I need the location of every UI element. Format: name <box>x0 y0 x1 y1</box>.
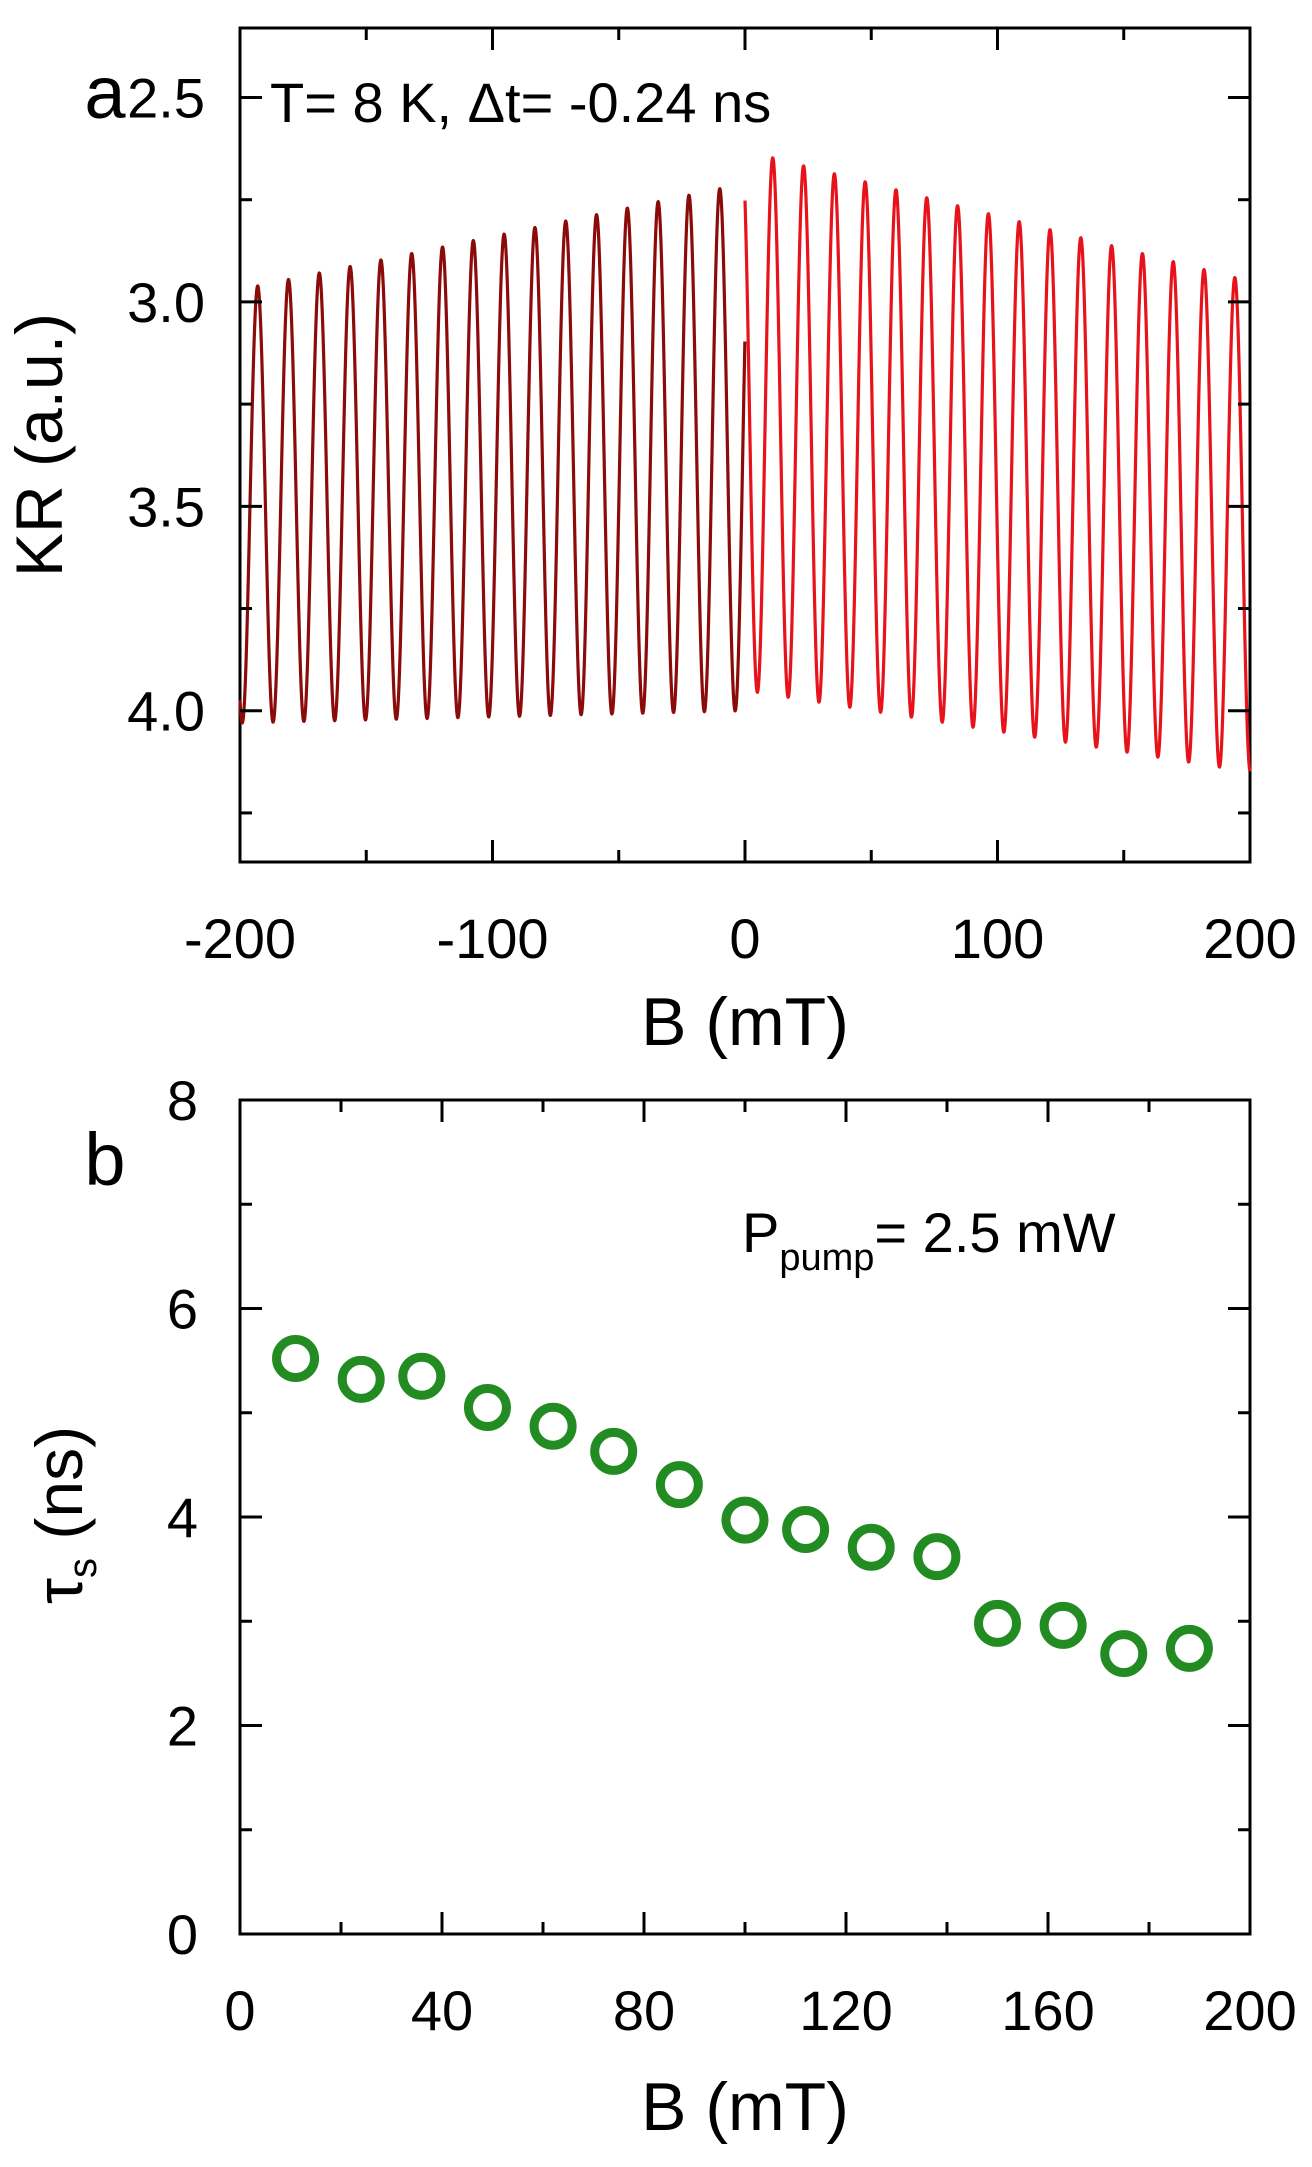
tau-point <box>913 1533 961 1581</box>
annotation-a: T= 8 K, Δt= -0.24 ns <box>270 71 771 134</box>
y-tick-label-a: 3.5 <box>127 475 205 538</box>
axis-ticks-a: -200 -100 0 100 200 2.5 3.0 3.5 4.0 <box>127 28 1297 970</box>
kr-series-0 <box>238 187 747 725</box>
tau-point <box>337 1355 385 1403</box>
tau-point <box>655 1461 703 1509</box>
axis-ticks-b: 0 40 80 120 160 200 0 2 4 6 8 <box>167 1069 1297 2042</box>
y-label-b-sub: s <box>61 1558 105 1578</box>
panel-b: b 0 40 80 120 160 200 0 2 4 6 8 Ppump= 2.5 mW B (m… <box>22 1069 1297 2145</box>
tau-point <box>398 1352 446 1400</box>
x-tick-label-a: -100 <box>436 907 548 970</box>
y-tick-label-b: 2 <box>167 1695 198 1758</box>
x-tick-label-b: 200 <box>1203 1979 1296 2042</box>
x-tick-label-a: 200 <box>1203 907 1296 970</box>
kr-series-1 <box>743 156 1252 772</box>
panel-a: a -200 -100 0 100 200 2.5 3.0 3.5 4.0 T= 8 K, Δt… <box>2 26 1297 1060</box>
tau-point <box>1165 1624 1213 1672</box>
kr-curves <box>238 156 1252 772</box>
panel-label-b: b <box>84 1118 125 1201</box>
x-tick-label-a: 100 <box>951 907 1044 970</box>
y-tick-label-a: 4.0 <box>127 680 205 743</box>
annotation-b-sub: pump <box>779 1237 874 1279</box>
tau-point <box>1100 1630 1148 1678</box>
tau-point <box>847 1523 895 1571</box>
tau-point <box>1039 1601 1087 1649</box>
y-tick-label-a: 2.5 <box>127 67 205 130</box>
y-tick-label-a: 3.0 <box>127 271 205 334</box>
y-label-b-main: τ <box>22 1578 96 1604</box>
y-axis-label-b: τs (ns) <box>22 1426 105 1604</box>
x-tick-label-b: 160 <box>1001 1979 1094 2042</box>
x-tick-label-b: 120 <box>799 1979 892 2042</box>
tau-point <box>529 1402 577 1450</box>
x-tick-label-b: 0 <box>224 1979 255 2042</box>
x-tick-label-a: 0 <box>729 907 760 970</box>
tau-point <box>782 1506 830 1554</box>
panel-label-a: a <box>84 51 126 134</box>
y-tick-label-b: 4 <box>167 1486 198 1549</box>
y-tick-label-b: 0 <box>167 1903 198 1966</box>
annotation-b-main: P <box>742 1201 779 1264</box>
x-tick-label-a: -200 <box>184 907 296 970</box>
tau-points <box>272 1335 1213 1678</box>
annotation-b: Ppump= 2.5 mW <box>742 1201 1116 1279</box>
x-axis-label-b: B (mT) <box>641 2069 849 2145</box>
tau-point <box>721 1496 769 1544</box>
x-tick-label-b: 40 <box>411 1979 473 2042</box>
y-tick-label-b: 6 <box>167 1278 198 1341</box>
annotation-b-rest: = 2.5 mW <box>874 1201 1115 1264</box>
y-label-b-rest: (ns) <box>22 1426 96 1558</box>
tau-point <box>974 1599 1021 1647</box>
tau-point <box>463 1384 511 1432</box>
tau-point <box>590 1427 638 1475</box>
x-axis-label-a: B (mT) <box>641 984 849 1060</box>
y-axis-label-a: KR (a.u.) <box>2 313 76 577</box>
tau-point <box>272 1335 320 1383</box>
y-tick-label-b: 8 <box>167 1069 198 1132</box>
x-tick-label-b: 80 <box>613 1979 675 2042</box>
